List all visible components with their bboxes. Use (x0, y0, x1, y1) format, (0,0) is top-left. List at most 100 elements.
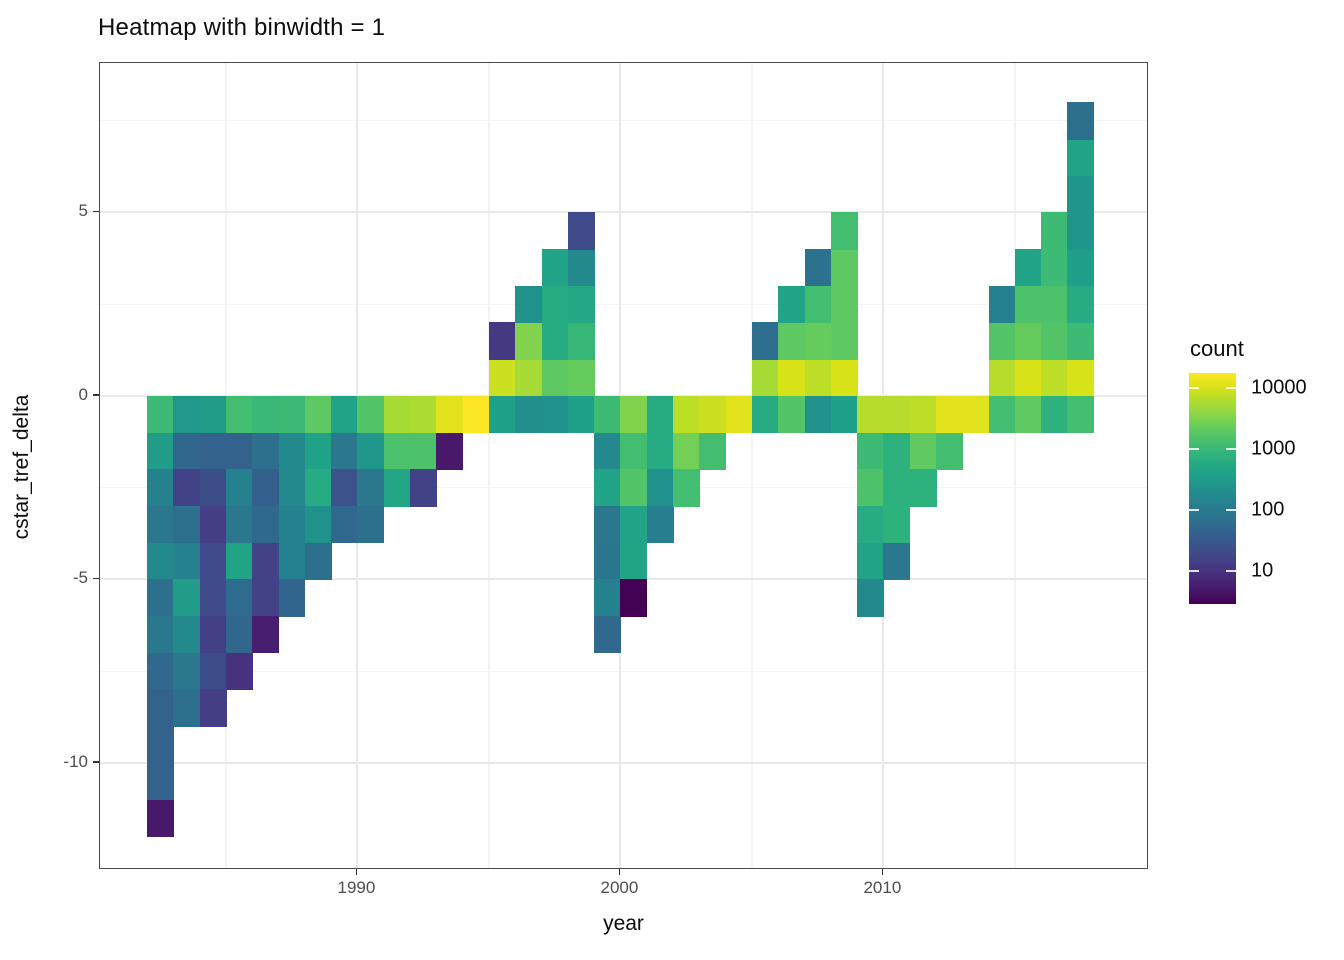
x-tick-label: 2000 (600, 878, 639, 897)
heatmap-tile (173, 616, 201, 654)
heatmap-tile (1014, 359, 1042, 397)
heatmap-tile (225, 652, 253, 691)
heatmap-tile (410, 469, 437, 507)
heatmap-tile (1067, 359, 1095, 397)
plot-panel (99, 62, 1148, 869)
gridline-minor-v (1014, 63, 1016, 868)
heatmap-tile (778, 359, 806, 397)
heatmap-tile (515, 322, 543, 360)
heatmap-tile (488, 395, 516, 434)
heatmap-tile (278, 395, 306, 434)
heatmap-tile (594, 616, 622, 654)
gridline-minor-h (100, 303, 1147, 305)
heatmap-tile (147, 469, 174, 507)
heatmap-tile (225, 395, 253, 434)
x-tick-mark (618, 869, 621, 875)
heatmap-tile (1041, 285, 1069, 324)
heatmap-tile (620, 432, 648, 470)
heatmap-tile (804, 249, 832, 287)
heatmap-tile (778, 285, 806, 324)
x-tick-mark (355, 869, 358, 875)
y-tick-mark (92, 394, 99, 396)
heatmap-tile (225, 542, 253, 580)
heatmap-tile (883, 395, 911, 434)
gridline-minor-h (100, 670, 1147, 672)
heatmap-tile (567, 285, 595, 324)
heatmap-tile (147, 616, 174, 654)
heatmap-tile (436, 432, 464, 470)
heatmap-tile (830, 322, 858, 360)
heatmap-tile (620, 469, 648, 507)
heatmap-tile (620, 579, 648, 617)
heatmap-tile (857, 505, 884, 544)
heatmap-tile (646, 505, 674, 544)
heatmap-tile (909, 469, 937, 507)
heatmap-tile (804, 395, 832, 434)
heatmap-tile (935, 395, 963, 434)
heatmap-tile (173, 652, 201, 691)
heatmap-tile (751, 359, 779, 397)
heatmap-tile (225, 469, 253, 507)
heatmap-tile (988, 395, 1016, 434)
heatmap-tile (541, 285, 569, 324)
heatmap-tile (620, 395, 648, 434)
heatmap-tile (199, 579, 227, 617)
heatmap-tile (173, 432, 201, 470)
heatmap-tile (1067, 175, 1095, 213)
heatmap-tile (1067, 212, 1095, 250)
heatmap-tile (646, 469, 674, 507)
heatmap-tile (725, 395, 753, 434)
y-tick-label: 0 (78, 384, 88, 404)
legend-tick-label: 100 (1251, 498, 1285, 521)
heatmap-tile (1041, 395, 1069, 434)
heatmap-tile (252, 469, 280, 507)
heatmap-tile (199, 505, 227, 544)
heatmap-tile (225, 579, 253, 617)
heatmap-tile (699, 432, 727, 470)
heatmap-tile (567, 322, 595, 360)
heatmap-tile (883, 469, 911, 507)
legend-colorbar (1189, 373, 1236, 604)
heatmap-tile (488, 359, 516, 397)
heatmap-tile (515, 359, 543, 397)
heatmap-tile (147, 799, 174, 837)
y-tick-label: -10 (63, 751, 88, 771)
heatmap-tile (673, 469, 700, 507)
heatmap-tile (594, 505, 622, 544)
heatmap-tile (751, 322, 779, 360)
heatmap-tile (199, 542, 227, 580)
heatmap-tile (199, 469, 227, 507)
heatmap-tile (199, 652, 227, 691)
heatmap-tile (620, 505, 648, 544)
heatmap-tile (147, 726, 174, 764)
heatmap-tile (830, 249, 858, 287)
gridline-minor-h (100, 120, 1147, 122)
heatmap-tile (1014, 249, 1042, 287)
heatmap-tile (594, 542, 622, 580)
x-tick-label: 2010 (863, 878, 902, 897)
heatmap-tile (357, 505, 385, 544)
heatmap-tile (147, 395, 174, 434)
y-tick-mark (92, 761, 99, 763)
heatmap-tile (410, 395, 437, 434)
heatmap-tile (673, 432, 700, 470)
heatmap-tile (935, 432, 963, 470)
heatmap-tile (331, 395, 359, 434)
heatmap-tile (173, 579, 201, 617)
heatmap-tile (278, 469, 306, 507)
heatmap-tile (304, 505, 332, 544)
legend-tick-notch (1189, 509, 1199, 512)
heatmap-tile (988, 322, 1016, 360)
heatmap-tile (594, 579, 622, 617)
heatmap-tile (541, 322, 569, 360)
heatmap-tile (1067, 395, 1095, 434)
heatmap-tile (594, 469, 622, 507)
legend-title: count (1190, 336, 1244, 361)
legend-tick-notch (1226, 448, 1236, 451)
heatmap-tile (830, 285, 858, 324)
x-tick-mark (881, 869, 884, 875)
heatmap-tile (462, 395, 490, 434)
heatmap-tile (883, 542, 911, 580)
heatmap-tile (751, 395, 779, 434)
